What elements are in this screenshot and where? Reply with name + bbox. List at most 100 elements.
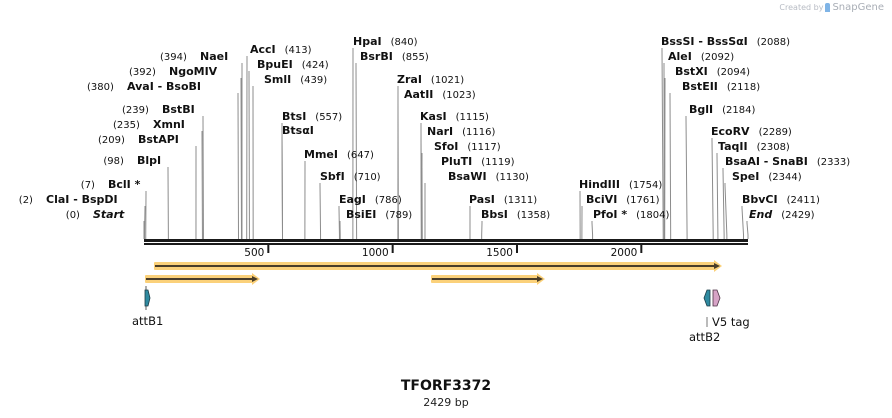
site-name: EagI (339, 193, 366, 206)
site-label[interactable]: SmlI (439) (264, 73, 327, 86)
site-label[interactable]: BbsI (1358) (481, 208, 550, 221)
site-label[interactable]: HindIII (1754) (579, 178, 662, 191)
ruler-tick: 2000 (611, 245, 643, 259)
credit-brand: SnapGene (832, 2, 884, 13)
orf-arrow[interactable] (431, 273, 545, 285)
site-label[interactable]: (394) NaeI (160, 50, 228, 63)
site-label[interactable]: (235) XmnI (113, 118, 185, 131)
site-lines (143, 48, 749, 239)
site-label[interactable]: BsaAI - SnaBI (2333) (725, 155, 850, 168)
site-name: ZraI (397, 73, 422, 86)
site-name: BstBI (162, 103, 195, 116)
site-marker (661, 48, 664, 239)
site-name: XmnI (153, 118, 185, 131)
feature-label: V5 tag (712, 315, 750, 329)
site-label[interactable]: AatII (1023) (404, 88, 476, 101)
site-label[interactable]: SfoI (1117) (434, 140, 501, 153)
site-name: BbvCI (742, 193, 778, 206)
site-label[interactable]: TaqII (2308) (718, 140, 790, 153)
site-position: (1754) (629, 180, 662, 191)
site-label[interactable]: BstXI (2094) (675, 65, 750, 78)
site-label[interactable]: (239) BstBI (122, 103, 195, 116)
ruler: 500 1000 1500 2000 (244, 245, 643, 259)
site-marker (722, 168, 725, 239)
site-label[interactable]: (392) NgoMIV (129, 65, 218, 78)
site-label[interactable]: HpaI (840) (353, 35, 418, 48)
site-position: (557) (315, 112, 342, 123)
ruler-tick-label: 2000 (611, 247, 638, 259)
site-name: SpeI (732, 170, 759, 183)
site-label[interactable]: ZraI (1021) (397, 73, 464, 86)
site-label[interactable]: BtsαI (282, 124, 314, 137)
site-name: BbsI (481, 208, 508, 221)
snapgene-credit: Created by SnapGene (779, 2, 884, 13)
site-label[interactable]: EcoRV (2289) (711, 125, 792, 138)
site-label[interactable]: BciVI (1761) (586, 193, 660, 206)
site-label[interactable]: (0) Start (66, 208, 125, 221)
site-name: BciVI (586, 193, 617, 206)
site-position: (1119) (481, 157, 514, 168)
site-label[interactable]: AccI (413) (250, 43, 312, 56)
feature-v5-tag[interactable]: V5 tag (712, 289, 750, 329)
site-name: BssSI - BssSαI (661, 35, 748, 48)
site-name: SmlI (264, 73, 291, 86)
sequence-name: TFORF3372 (400, 378, 492, 394)
site-label[interactable]: BbvCI (2411) (742, 193, 820, 206)
site-label[interactable]: KasI (1115) (420, 110, 489, 123)
site-label[interactable]: (98) BlpI (103, 154, 161, 167)
site-label[interactable]: (380) AvaI - BsoBI (87, 80, 201, 93)
site-position: (98) (103, 156, 124, 167)
site-name: KasI (420, 110, 447, 123)
site-name: PluTI (441, 155, 472, 168)
site-label[interactable]: NarI (1116) (427, 125, 496, 138)
site-label[interactable]: BstEII (2118) (682, 80, 760, 93)
site-label[interactable]: PluTI (1119) (441, 155, 515, 168)
site-label[interactable]: EagI (786) (339, 193, 402, 206)
feature-attb1[interactable]: attB1 (132, 286, 163, 328)
site-label[interactable]: SbfI (710) (320, 170, 381, 183)
feature-attb2[interactable]: attB2 (689, 289, 720, 344)
snapgene-logo-icon (825, 3, 831, 12)
site-name: NaeI (200, 50, 228, 63)
site-marker (741, 206, 745, 239)
orf-arrow[interactable] (154, 260, 722, 272)
site-name: BstEII (682, 80, 718, 93)
site-position: (1023) (442, 90, 475, 101)
site-marker (355, 63, 358, 239)
site-position: (786) (375, 195, 402, 206)
site-position: (392) (129, 67, 156, 78)
site-marker (591, 221, 594, 239)
site-label[interactable]: BsaWI (1130) (448, 170, 529, 183)
site-label[interactable]: BssSI - BssSαI (2088) (661, 35, 790, 48)
site-position: (1021) (431, 75, 464, 86)
site-labels: (0) Start (2) ClaI - BspDI (7) BclI * (98) BlpI… (19, 35, 850, 221)
site-label[interactable]: AleI (2092) (668, 50, 734, 63)
site-label[interactable]: (7) BclI * (81, 178, 141, 191)
site-position: (2118) (727, 82, 760, 93)
site-label[interactable]: End (2429) (749, 208, 815, 221)
site-position: (2333) (817, 157, 850, 168)
site-label[interactable]: PfoI * (1804) (593, 208, 669, 221)
site-name: SfoI (434, 140, 458, 153)
site-position: (2289) (759, 127, 792, 138)
site-position: (1358) (517, 210, 550, 221)
site-label[interactable]: MmeI (647) (304, 148, 374, 161)
site-label[interactable]: PasI (1311) (469, 193, 537, 206)
sequence-length: 2429 bp (423, 396, 469, 409)
site-position: (1116) (462, 127, 495, 138)
site-name: End (749, 208, 772, 221)
site-position: (1761) (626, 195, 659, 206)
site-position: (2308) (757, 142, 790, 153)
site-label[interactable]: SpeI (2344) (732, 170, 802, 183)
site-label[interactable]: BsiEI (789) (346, 208, 412, 221)
site-label[interactable]: (2) ClaI - BspDI (19, 193, 118, 206)
ruler-tick: 500 (244, 245, 270, 259)
site-label[interactable]: (209) BstAPI (98, 133, 179, 146)
site-label[interactable]: BtsI (557) (282, 110, 342, 123)
site-label[interactable]: BpuEI (424) (257, 58, 329, 71)
site-label[interactable]: BsrBI (855) (360, 50, 429, 63)
site-name: BpuEI (257, 58, 293, 71)
orf-arrow[interactable] (145, 273, 260, 285)
site-label[interactable]: BglI (2184) (689, 103, 755, 116)
